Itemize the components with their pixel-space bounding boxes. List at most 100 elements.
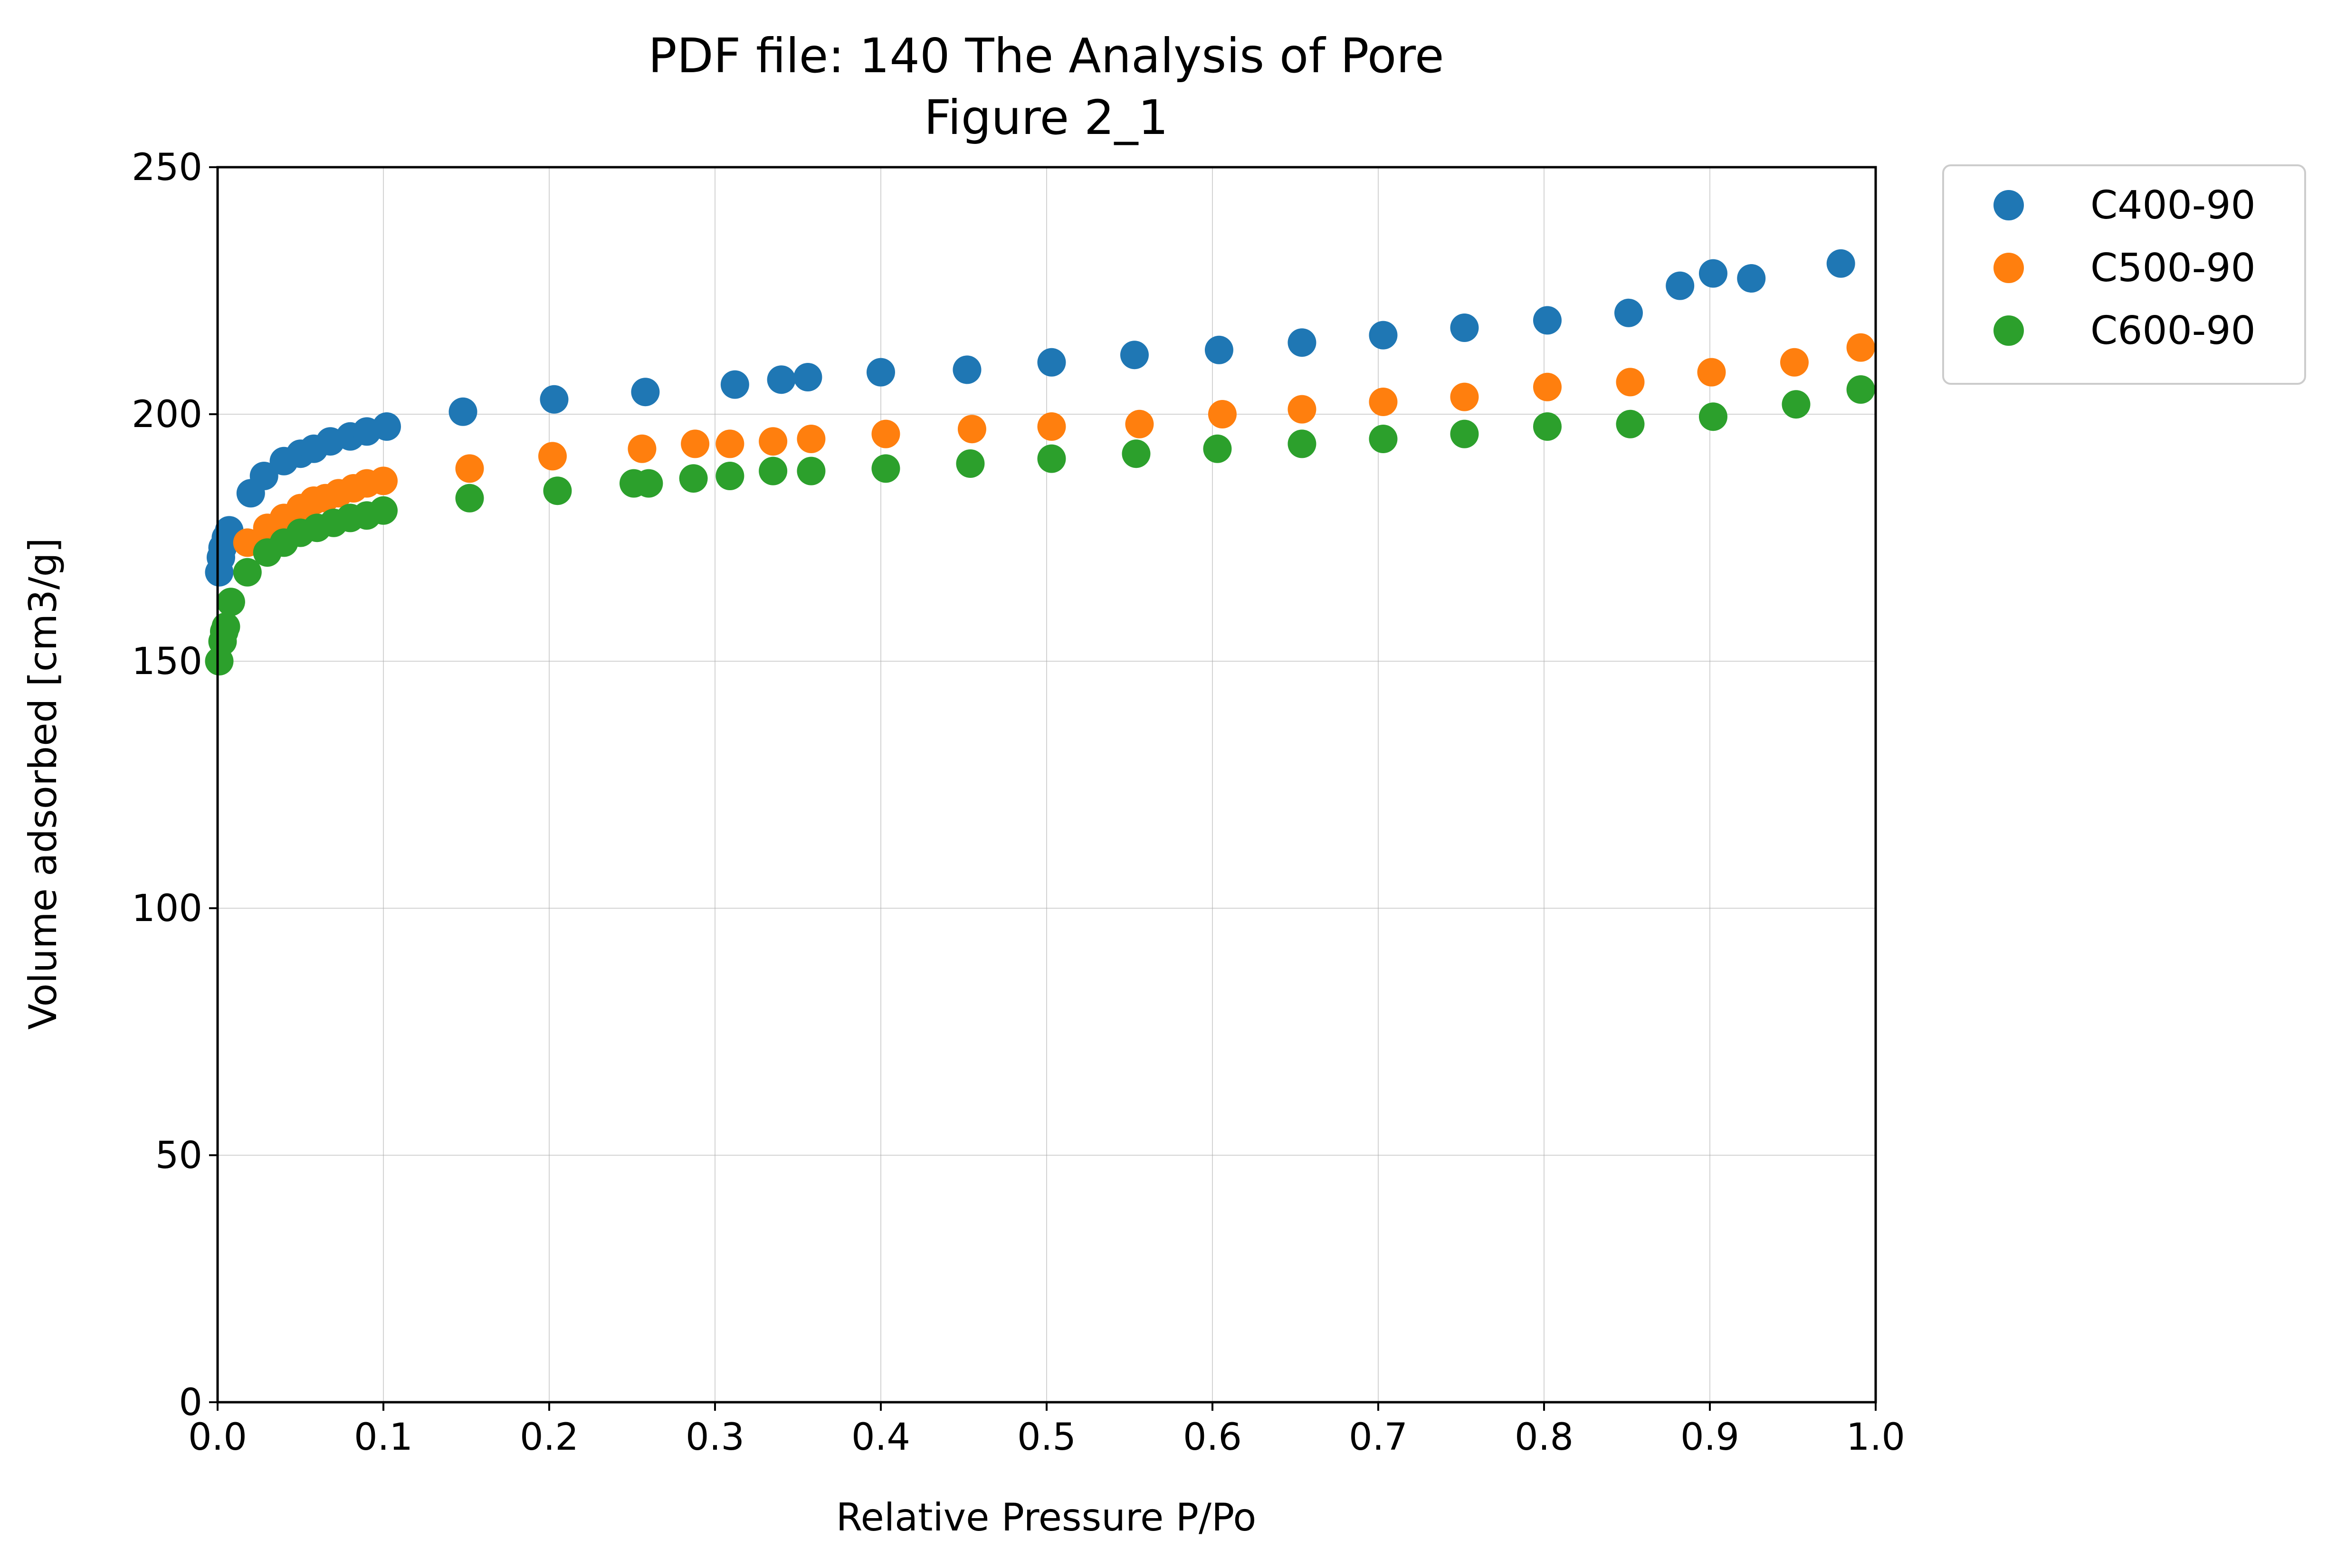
x-tick-label: 0.5 — [1017, 1416, 1076, 1459]
data-point — [448, 397, 477, 426]
data-point — [455, 454, 484, 483]
series-C600-90 — [205, 375, 1875, 675]
legend-label-C500-90: C500-90 — [2090, 246, 2256, 291]
x-tick-label: 0.9 — [1680, 1416, 1739, 1459]
axis-ticks: 0.0 0.1 0.2 0.3 0.4 0.5 0.6 0.7 0.8 0.9 1.0 0 50 100 1… — [132, 146, 1905, 1459]
x-axis-label: Relative Pressure P/Po — [836, 1495, 1257, 1539]
data-point — [793, 363, 822, 391]
data-point — [1122, 439, 1151, 468]
data-point — [634, 469, 663, 498]
data-point — [1616, 409, 1645, 438]
data-point — [720, 370, 749, 399]
data-point — [679, 464, 708, 493]
data-point — [249, 462, 278, 490]
data-point — [369, 496, 398, 525]
data-point — [455, 484, 484, 513]
data-point — [1666, 271, 1695, 300]
data-point — [1737, 264, 1766, 293]
x-tick-label: 0.8 — [1515, 1416, 1574, 1459]
data-point — [1208, 400, 1237, 428]
data-point — [715, 429, 744, 458]
data-point — [1533, 412, 1562, 441]
data-point — [369, 466, 398, 495]
data-point — [1846, 375, 1875, 404]
legend: C400-90 C500-90 C600-90 — [1942, 164, 2306, 385]
data-point — [1287, 429, 1316, 458]
data-point — [1369, 321, 1398, 350]
y-tick-label: 100 — [132, 887, 202, 930]
data-point — [1533, 372, 1562, 401]
data-point — [797, 456, 826, 485]
data-point — [871, 419, 900, 448]
legend-marker-C400-90 — [1993, 190, 2024, 220]
data-point — [1846, 333, 1875, 362]
data-point — [1697, 358, 1726, 387]
x-tick-label: 0.7 — [1349, 1416, 1408, 1459]
data-point — [759, 456, 788, 485]
data-point — [233, 558, 262, 587]
data-point — [1533, 306, 1562, 335]
data-point — [956, 449, 985, 478]
legend-label-C600-90: C600-90 — [2090, 308, 2256, 353]
data-point — [1037, 348, 1066, 377]
legend-marker-C600-90 — [1993, 315, 2024, 346]
x-tick-label: 0.4 — [851, 1416, 910, 1459]
data-point — [372, 412, 401, 441]
y-axis-label: Volume adsorbed [cm3/g] — [21, 538, 65, 1029]
data-point — [1037, 412, 1066, 441]
data-point — [1369, 388, 1398, 416]
data-point — [1614, 298, 1643, 327]
x-tick-label: 0.0 — [188, 1416, 247, 1459]
data-point — [1287, 395, 1316, 424]
data-point — [1204, 335, 1233, 364]
data-point — [1698, 259, 1727, 288]
legend-box — [1942, 164, 2306, 385]
data-point — [1450, 419, 1479, 448]
x-tick-label: 0.3 — [686, 1416, 744, 1459]
series-C400-90 — [205, 249, 1855, 587]
data-point — [1826, 249, 1855, 278]
data-point — [767, 365, 796, 394]
data-point — [1780, 348, 1809, 377]
data-point — [1125, 409, 1154, 438]
data-points — [205, 249, 1875, 675]
data-point — [543, 476, 572, 505]
data-point — [216, 588, 245, 617]
y-tick-label: 250 — [132, 146, 202, 189]
chart-subtitle: Figure 2_1 — [924, 90, 1168, 145]
data-point — [211, 612, 240, 641]
legend-label-C400-90: C400-90 — [2090, 183, 2256, 228]
data-point — [1203, 434, 1232, 463]
data-point — [759, 427, 788, 456]
data-point — [628, 434, 657, 463]
x-tick-label: 0.6 — [1183, 1416, 1242, 1459]
data-point — [867, 358, 895, 387]
data-point — [953, 355, 982, 384]
data-point — [1037, 444, 1066, 473]
data-point — [681, 429, 710, 458]
data-point — [715, 462, 744, 490]
data-point — [1450, 382, 1479, 411]
y-tick-label: 50 — [155, 1134, 202, 1177]
data-point — [871, 454, 900, 483]
data-point — [538, 442, 567, 471]
x-tick-label: 0.2 — [520, 1416, 579, 1459]
data-point — [1120, 341, 1149, 370]
data-point — [1782, 390, 1811, 419]
x-tick-label: 0.1 — [354, 1416, 413, 1459]
data-point — [540, 385, 569, 414]
y-tick-label: 200 — [132, 393, 202, 436]
data-point — [1287, 328, 1316, 357]
data-point — [631, 378, 660, 407]
data-point — [1450, 314, 1479, 342]
chart-title: PDF file: 140 The Analysis of Pore — [648, 28, 1444, 84]
data-point — [1369, 425, 1398, 453]
data-point — [1616, 368, 1645, 397]
data-point — [957, 415, 986, 444]
x-tick-label: 1.0 — [1846, 1416, 1905, 1459]
data-point — [1698, 402, 1727, 431]
y-tick-label: 150 — [132, 640, 202, 683]
plot-frame — [216, 166, 1877, 1404]
